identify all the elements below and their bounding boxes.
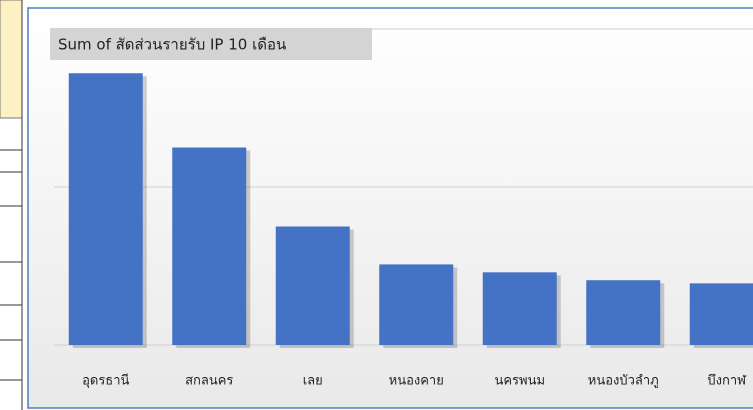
bar xyxy=(379,264,454,345)
x-tick-label: บึงกาฬ xyxy=(707,374,747,389)
x-tick-label: นครพนม xyxy=(494,374,545,389)
bar xyxy=(482,272,557,345)
x-tick-label: เลย xyxy=(303,374,323,389)
bar xyxy=(275,226,350,345)
sheet-strip xyxy=(0,0,23,410)
x-tick-label: หนองคาย xyxy=(389,374,444,389)
bar xyxy=(68,73,143,346)
bar xyxy=(689,283,753,345)
chart-title: Sum of สัดส่วนรายรับ IP 10 เดือน xyxy=(58,36,286,54)
x-tick-label: หนองบัวลำภู xyxy=(588,374,659,389)
title-box xyxy=(50,28,372,60)
x-tick-label: อุดรธานี xyxy=(82,373,129,389)
x-tick-label: สกลนคร xyxy=(185,374,233,389)
bar xyxy=(172,147,247,345)
bar xyxy=(586,280,661,345)
